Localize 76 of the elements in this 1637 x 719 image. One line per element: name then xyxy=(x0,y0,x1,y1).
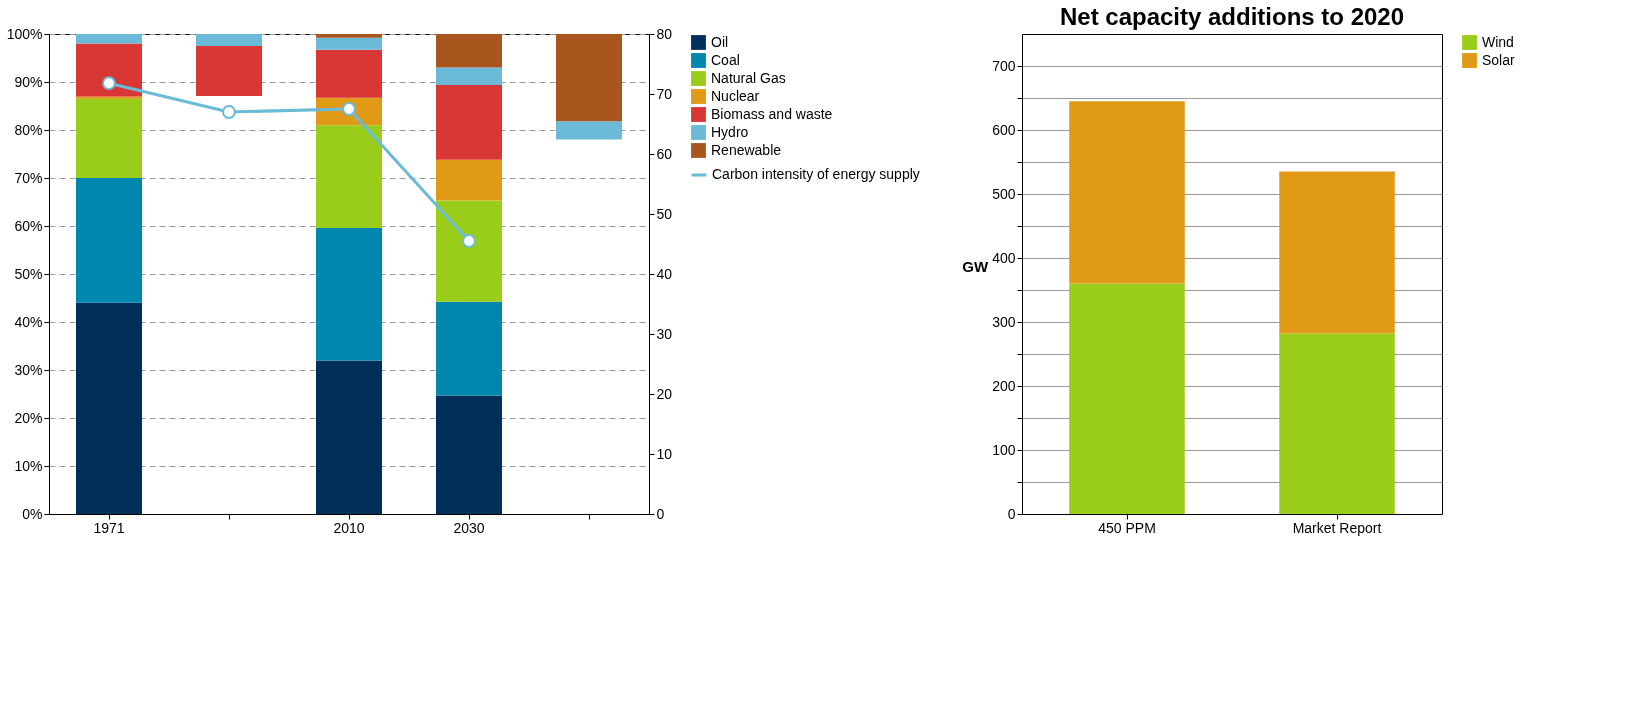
bar xyxy=(436,395,502,514)
bar xyxy=(76,43,142,97)
bar xyxy=(316,227,382,361)
legend-label: Natural Gas xyxy=(711,69,786,86)
bar xyxy=(196,34,262,46)
y2-tick-label: 80 xyxy=(656,25,673,42)
bar xyxy=(436,84,502,160)
legend-label: Carbon intensity of energy supply xyxy=(712,166,920,182)
bar xyxy=(76,34,142,44)
legend-label: Solar xyxy=(1482,51,1516,68)
y-tick-label: 10% xyxy=(14,457,43,474)
legend-label: Renewable xyxy=(711,141,782,158)
y2-tick-label: 20 xyxy=(656,385,673,402)
y-tick-label: 300 xyxy=(992,313,1016,330)
bar xyxy=(436,159,502,201)
chart-title: Net capacity additions to 2020 xyxy=(1059,3,1405,30)
y-tick-label: 400 xyxy=(992,249,1016,266)
bar xyxy=(436,34,502,68)
y2-tick-label: 10 xyxy=(656,445,673,462)
legend-label: Coal xyxy=(711,51,740,68)
y-tick-label: 70% xyxy=(14,169,43,186)
y2-tick-label: 40 xyxy=(656,265,673,282)
x-tick-label: 2030 xyxy=(453,519,485,536)
point xyxy=(222,105,236,119)
bar xyxy=(196,46,262,96)
bar xyxy=(316,360,382,514)
y-tick-label: 600 xyxy=(992,121,1016,138)
bar xyxy=(1279,171,1395,334)
y-tick-label: 40% xyxy=(14,313,43,330)
y-axis-title: GW xyxy=(962,257,989,275)
legend-label: Biomass and waste xyxy=(711,105,833,122)
y-tick-label: 90% xyxy=(14,73,43,90)
y2-tick-label: 50 xyxy=(656,205,673,222)
point xyxy=(462,234,476,248)
bar xyxy=(76,96,142,99)
bar xyxy=(556,121,622,140)
legend-label: Hydro xyxy=(711,123,749,140)
x-tick-label: Market Report xyxy=(1292,519,1382,536)
y-tick-label: 30% xyxy=(14,361,43,378)
legend-label: Oil xyxy=(711,33,729,50)
y2-tick-label: 70 xyxy=(656,85,673,102)
point xyxy=(342,102,356,116)
x-tick-label: 1971 xyxy=(93,519,125,536)
bar xyxy=(316,125,382,228)
bar xyxy=(76,302,142,514)
bar xyxy=(436,301,502,396)
bar xyxy=(436,67,502,85)
y-tick-label: 60% xyxy=(14,217,43,234)
y2-tick-label: 60 xyxy=(656,145,673,162)
x-tick-label: 2010 xyxy=(333,519,365,536)
bar xyxy=(1279,333,1395,514)
y-tick-label: 80% xyxy=(14,121,43,138)
y-tick-label: 100% xyxy=(6,25,43,42)
y-tick-label: 100 xyxy=(992,441,1016,458)
y-tick-label: 0 xyxy=(1007,505,1016,522)
bar xyxy=(1069,283,1185,514)
y2-tick-label: 0 xyxy=(656,505,665,522)
y2-tick-label: 30 xyxy=(656,325,673,342)
bar xyxy=(316,49,382,98)
y-tick-label: 20% xyxy=(14,409,43,426)
bar xyxy=(436,200,502,302)
y-tick-label: 0% xyxy=(22,505,43,522)
x-tick-label: 450 PPM xyxy=(1098,519,1156,536)
bar xyxy=(316,37,382,50)
bar xyxy=(316,34,382,38)
bar xyxy=(556,34,622,122)
y-tick-label: 200 xyxy=(992,377,1016,394)
bar xyxy=(1069,101,1185,284)
bar xyxy=(76,98,142,178)
y-tick-label: 500 xyxy=(992,185,1016,202)
legend-label: Wind xyxy=(1482,33,1514,50)
legend-label: Nuclear xyxy=(711,87,760,104)
point xyxy=(102,76,116,91)
bar xyxy=(76,178,142,303)
y-tick-label: 50% xyxy=(14,265,43,282)
y-tick-label: 700 xyxy=(992,57,1016,74)
